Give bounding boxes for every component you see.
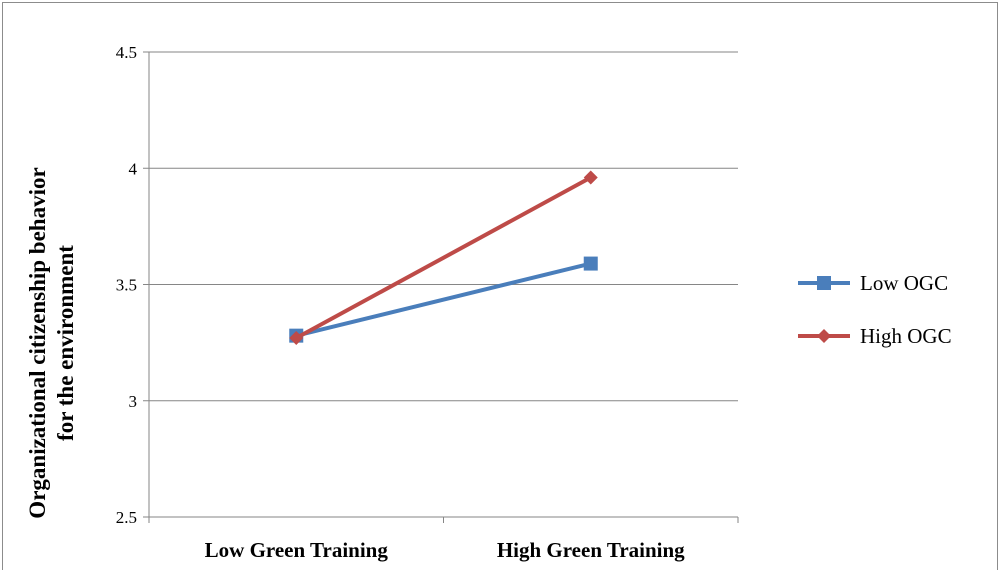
- series-line-1: [294, 175, 593, 340]
- series-1-point-0: [289, 330, 304, 345]
- legend-marker-0: [817, 276, 831, 290]
- x-category-label-0: Low Green Training: [205, 538, 389, 562]
- series-1-point-1: [583, 170, 598, 185]
- y-tick-label-2: 3.5: [116, 276, 137, 295]
- legend-label-0: Low OGC: [860, 271, 948, 295]
- gridlines: [149, 51, 738, 402]
- legend-label-1: High OGC: [860, 324, 952, 348]
- y-axis-title-line-1: Organizational citizenship behavior: [25, 167, 50, 518]
- y-tick-label-4: 4.5: [116, 43, 137, 62]
- y-tick-labels: 2.5 3 3.5 4 4.5: [116, 43, 138, 527]
- legend: Low OGC High OGC: [798, 271, 952, 348]
- y-tick-label-1: 3: [129, 392, 138, 411]
- y-tick-label-3: 4: [129, 159, 138, 178]
- series-1: [289, 170, 598, 345]
- series-layer: [289, 170, 598, 345]
- legend-marker-1: [817, 329, 831, 343]
- axes: [143, 51, 739, 523]
- series-0: [289, 256, 598, 343]
- series-line-0: [294, 261, 593, 338]
- y-tick-label-0: 2.5: [116, 508, 137, 527]
- series-0-point-1: [583, 256, 598, 271]
- x-category-labels: Low Green Training High Green Training: [205, 538, 686, 562]
- y-axis-title-line-2: for the environment: [53, 245, 78, 441]
- x-category-label-1: High Green Training: [497, 538, 685, 562]
